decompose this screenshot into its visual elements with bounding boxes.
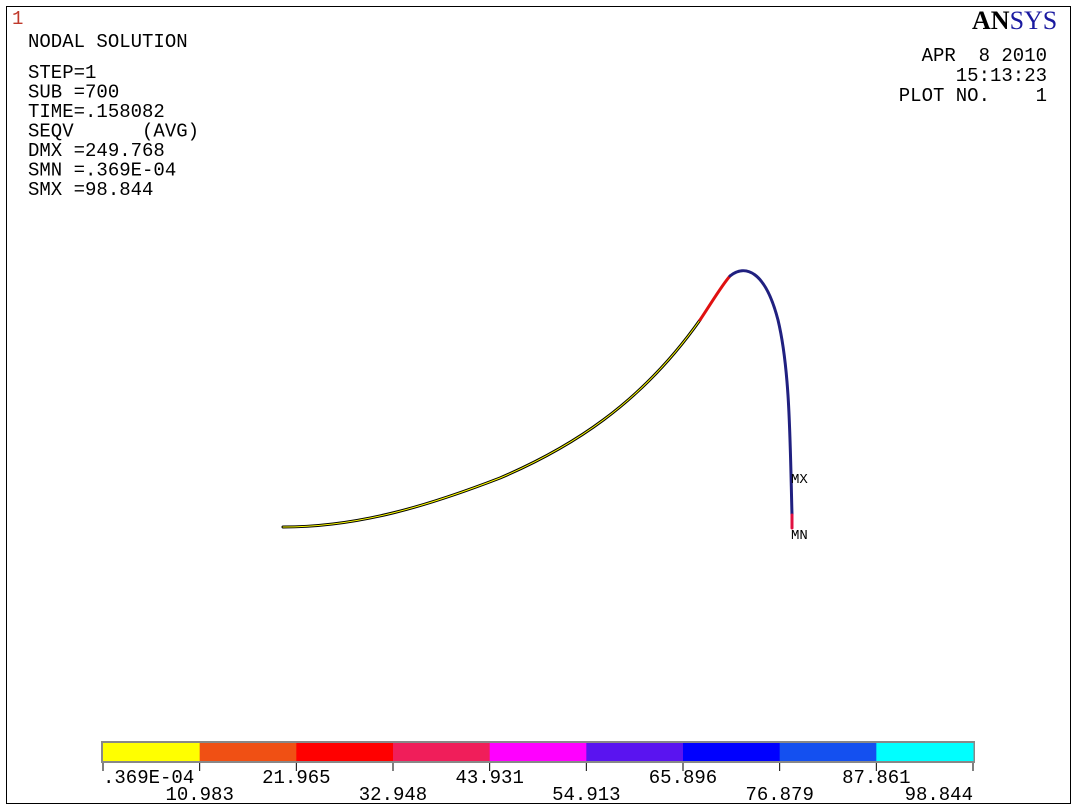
legend-swatch (296, 743, 394, 761)
legend-swatch (199, 743, 297, 761)
stamp-line: PLOT NO. 1 (899, 85, 1047, 107)
info-line: STEP=1 (28, 62, 96, 84)
beam-high-stress (728, 269, 794, 517)
legend-label: 87.861 (842, 767, 910, 789)
legend-label: 54.913 (552, 784, 620, 806)
legend-label: 21.965 (262, 767, 330, 789)
legend-swatch (779, 743, 877, 761)
info-line: SMX =98.844 (28, 179, 153, 201)
logo-left: AN (972, 6, 1010, 35)
stamp-line: 15:13:23 (956, 65, 1047, 87)
info-line: DMX =249.768 (28, 140, 165, 162)
info-line: SMN =.369E-04 (28, 160, 176, 182)
logo: ANSYS (972, 6, 1057, 35)
min-marker: MN (791, 528, 808, 544)
legend-label: 10.983 (165, 784, 233, 806)
info-line: SUB =700 (28, 82, 119, 104)
beam-mid-stress (698, 274, 732, 322)
legend-label: 43.931 (455, 767, 523, 789)
stamp-line: APR 8 2010 (922, 45, 1047, 67)
legend-swatch (489, 743, 587, 761)
legend-swatch (683, 743, 781, 761)
legend-label: 32.948 (359, 784, 427, 806)
max-marker: MX (791, 472, 808, 488)
beam (281, 269, 794, 530)
info-line: SEQV (AVG) (28, 121, 199, 143)
legend-swatch (393, 743, 491, 761)
info-line: TIME=.158082 (28, 101, 165, 123)
logo-right: SYS (1010, 6, 1058, 35)
window-number: 1 (12, 8, 23, 30)
legend-label: 98.844 (905, 784, 973, 806)
legend-swatch (103, 743, 201, 761)
beam-low-stress (282, 319, 701, 528)
legend-swatch (586, 743, 684, 761)
info-line: NODAL SOLUTION (28, 31, 188, 53)
legend-swatch (876, 743, 974, 761)
frame (6, 6, 1071, 804)
legend-label: 65.896 (649, 767, 717, 789)
legend-label: .369E-04 (103, 767, 194, 789)
legend-label: 76.879 (745, 784, 813, 806)
